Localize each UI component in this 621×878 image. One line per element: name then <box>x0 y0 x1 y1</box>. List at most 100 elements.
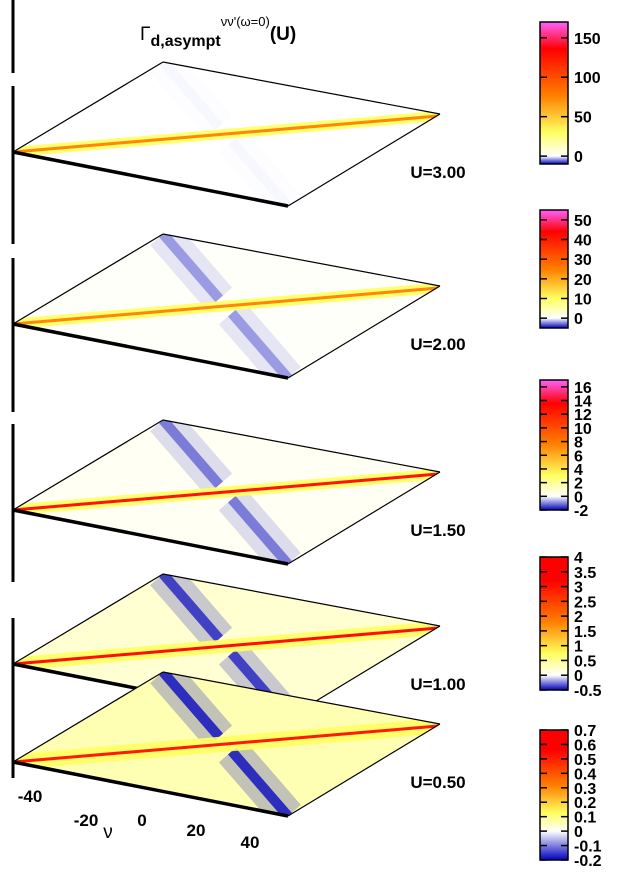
colorbar-tick-label: 0 <box>574 489 583 506</box>
colorbar-tick-label: 50 <box>574 213 592 230</box>
colorbar-tick-label: 20 <box>574 272 592 289</box>
diagonal-band <box>13 626 439 666</box>
colorbar-tick-label: -0.2 <box>574 853 602 870</box>
colorbar-tick-label: 0.6 <box>574 737 596 754</box>
panel-front-edge <box>12 150 289 208</box>
svg-text:Γd,asymptνν'(ω=0)(U): Γd,asymptνν'(ω=0)(U) <box>140 14 296 50</box>
panel-front-edge <box>12 508 289 566</box>
diagonal-band <box>13 286 439 326</box>
colorbar-tick-label: 0.1 <box>574 810 596 827</box>
panel-edge <box>12 233 164 325</box>
title-main: Γ <box>140 24 150 45</box>
colorbar-fill <box>539 21 569 165</box>
colorbar-tick-label: 150 <box>574 31 601 48</box>
antidiagonal-band <box>227 747 292 816</box>
x-axis-label: ν <box>103 822 113 843</box>
antidiagonal-band <box>159 672 224 741</box>
antidiagonal-band <box>227 309 292 378</box>
panel-edge <box>287 723 441 817</box>
panel-edge <box>12 419 164 511</box>
colorbar-tick-label: 0 <box>574 311 583 328</box>
title-sub: d,asympt <box>150 33 221 50</box>
colorbar-tick-label: 8 <box>574 435 583 452</box>
panel-edge <box>162 419 441 473</box>
heatmap-panels: U=3.00 U=2.00 U=1.50 U=1.00 U=0.50 <box>12 61 466 818</box>
colorbar-tick-label: 50 <box>574 110 592 127</box>
heatmap-panel: U=3.00 <box>12 61 466 208</box>
colorbar-tick-label: 1.5 <box>574 624 596 641</box>
diagonal-band <box>13 472 439 512</box>
x-axis: -40 -20 0 20 40 ν <box>18 787 260 852</box>
colorbar-tick-label: 2 <box>574 609 583 626</box>
colorbar-tick-label: 3.5 <box>574 565 596 582</box>
colorbar-tick-label: 0.5 <box>574 653 596 670</box>
panel-label: U=1.50 <box>410 521 465 540</box>
title-tail: (U) <box>270 24 296 45</box>
panel-label: U=0.50 <box>410 773 465 792</box>
panel-front-edge <box>12 322 289 380</box>
colorbar-tick-label: 2.5 <box>574 594 596 611</box>
colorbar-tick-label: 0 <box>574 668 583 685</box>
heatmap-panel: U=1.50 <box>12 419 466 566</box>
antidiagonal-band <box>159 234 224 303</box>
antidiagonal-band-halo <box>218 488 301 564</box>
colorbar: -0.500.511.522.533.54 <box>539 550 602 700</box>
antidiagonal-band <box>159 420 224 489</box>
panel-label: U=3.00 <box>410 163 465 182</box>
colorbar-tick-label: 0.7 <box>574 723 596 740</box>
x-tick-label: 40 <box>241 833 260 852</box>
colorbar-tick-label: 40 <box>574 233 592 250</box>
panel-edge <box>12 573 164 665</box>
colorbar-tick-label: 6 <box>574 448 583 465</box>
panel-edge <box>287 113 441 207</box>
colorbar-tick-label: -0.1 <box>574 839 602 856</box>
panel-front-edge <box>12 760 289 818</box>
x-tick-label: -40 <box>18 787 43 806</box>
colorbar-tick-label: 0.3 <box>574 781 596 798</box>
antidiagonal-band-halo <box>218 302 301 378</box>
colorbar-tick-label: 0 <box>574 824 583 841</box>
panel-edge <box>162 671 441 725</box>
colorbar-tick-label: 10 <box>574 421 592 438</box>
antidiagonal-band-halo <box>150 420 233 496</box>
panel-edge <box>12 671 164 763</box>
panel-label: U=1.00 <box>410 675 465 694</box>
antidiagonal-band-halo <box>150 234 233 310</box>
colorbar-tick-label: 3 <box>574 580 583 597</box>
panel-edge <box>162 573 441 627</box>
heatmap-panel: U=0.50 <box>12 671 466 818</box>
colorbar-tick-label: 100 <box>574 70 601 87</box>
colorbars: 05010015001020304050-20246810121416-0.50… <box>539 21 602 870</box>
colorbar-tick-label: 0.4 <box>574 766 596 783</box>
colorbar-tick-label: 4 <box>574 462 583 479</box>
x-tick-label: 0 <box>137 811 146 830</box>
colorbar-tick-label: 0 <box>574 149 583 166</box>
colorbar-fill <box>539 379 569 511</box>
colorbar-fill <box>539 209 569 329</box>
panel-edge <box>287 471 441 565</box>
chart-title: Γd,asymptνν'(ω=0)(U) <box>140 14 296 50</box>
colorbar-tick-label: 10 <box>574 292 592 309</box>
colorbar-tick-label: 14 <box>574 394 592 411</box>
antidiagonal-band <box>227 495 292 564</box>
colorbar-tick-label: -0.5 <box>574 683 602 700</box>
x-tick-label: 20 <box>187 821 206 840</box>
colorbar-tick-label: 0.2 <box>574 795 596 812</box>
colorbar-tick-label: 1 <box>574 639 583 656</box>
panel-edge <box>162 61 441 115</box>
diagonal-band <box>13 724 439 764</box>
colorbar-tick-label: 2 <box>574 476 583 493</box>
colorbar-tick-label: 16 <box>574 380 592 397</box>
diagonal-band <box>13 114 439 154</box>
colorbar-tick-label: 30 <box>574 252 592 269</box>
panel-edge <box>12 61 164 153</box>
heatmap-panel: U=2.00 <box>12 233 466 380</box>
colorbar-tick-label: -2 <box>574 503 588 520</box>
colorbar-tick-label: 4 <box>574 550 583 567</box>
colorbar-fill <box>539 729 569 861</box>
colorbar-tick-label: 12 <box>574 407 592 424</box>
title-sup: νν'(ω=0) <box>221 14 270 29</box>
colorbar: -0.2-0.100.10.20.30.40.50.60.7 <box>539 723 602 870</box>
colorbar-tick-label: 0.5 <box>574 752 596 769</box>
